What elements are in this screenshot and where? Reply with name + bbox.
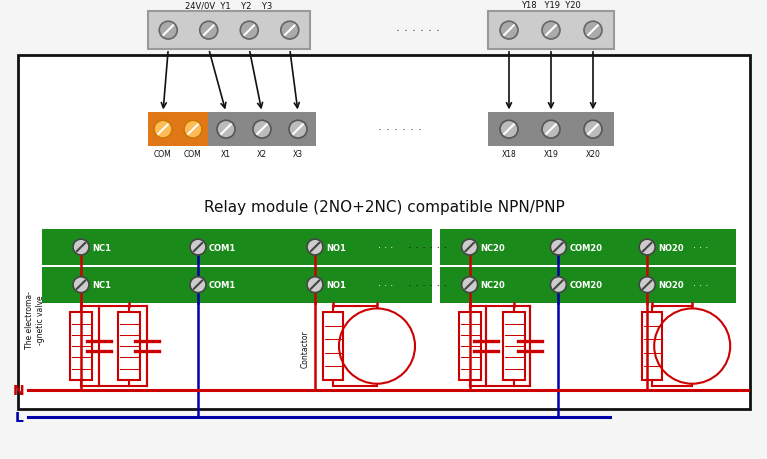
Text: 24V/0V  Y1    Y2    Y3: 24V/0V Y1 Y2 Y3 — [186, 1, 272, 10]
Circle shape — [542, 121, 560, 139]
Circle shape — [639, 240, 655, 255]
Bar — [208, 113, 316, 147]
Bar — [642, 313, 662, 380]
Circle shape — [184, 121, 202, 139]
Text: NO1: NO1 — [326, 280, 346, 290]
Circle shape — [500, 22, 518, 40]
Text: X1: X1 — [221, 150, 231, 159]
Text: X18: X18 — [502, 150, 516, 159]
Circle shape — [281, 22, 299, 40]
Text: · · ·: · · · — [693, 242, 708, 252]
Bar — [148, 12, 310, 50]
Circle shape — [584, 22, 602, 40]
Text: COM20: COM20 — [569, 280, 602, 290]
Text: COM1: COM1 — [209, 280, 236, 290]
Text: Contactor: Contactor — [301, 330, 310, 367]
Circle shape — [199, 22, 218, 40]
Text: COM20: COM20 — [569, 243, 602, 252]
Text: Y18   Y19  Y20: Y18 Y19 Y20 — [521, 1, 581, 10]
Text: N: N — [12, 383, 24, 397]
Bar — [488, 12, 614, 50]
Circle shape — [160, 22, 177, 40]
Bar — [70, 313, 92, 380]
Text: X3: X3 — [293, 150, 303, 159]
Bar — [459, 313, 481, 380]
Circle shape — [307, 240, 323, 255]
Bar — [118, 313, 140, 380]
Circle shape — [551, 240, 566, 255]
Text: X2: X2 — [257, 150, 267, 159]
Bar — [440, 267, 736, 303]
Circle shape — [462, 277, 478, 293]
Text: L: L — [15, 410, 24, 425]
Text: · · · · · ·: · · · · · · — [378, 123, 422, 136]
Text: X19: X19 — [544, 150, 558, 159]
Text: NO1: NO1 — [326, 243, 346, 252]
Bar — [488, 113, 614, 147]
Bar — [323, 313, 343, 380]
Circle shape — [73, 240, 89, 255]
Text: · · · · · ·: · · · · · · — [396, 25, 440, 38]
Circle shape — [154, 121, 172, 139]
Bar — [148, 113, 208, 147]
Text: The electroma-
-gnetic valve: The electroma- -gnetic valve — [25, 291, 44, 348]
Text: NC20: NC20 — [481, 243, 505, 252]
Text: · · ·: · · · — [377, 242, 393, 252]
Text: NO20: NO20 — [658, 280, 684, 290]
Text: NC20: NC20 — [481, 280, 505, 290]
Circle shape — [217, 121, 235, 139]
Bar — [42, 267, 432, 303]
Bar — [440, 230, 736, 265]
Circle shape — [190, 240, 206, 255]
Circle shape — [190, 277, 206, 293]
Text: NO20: NO20 — [658, 243, 684, 252]
Circle shape — [584, 121, 602, 139]
Circle shape — [462, 240, 478, 255]
Circle shape — [73, 277, 89, 293]
Circle shape — [253, 121, 271, 139]
Text: COM: COM — [154, 150, 172, 159]
Text: NC1: NC1 — [92, 243, 111, 252]
Bar — [502, 313, 525, 380]
Text: X20: X20 — [585, 150, 601, 159]
Text: NC1: NC1 — [92, 280, 111, 290]
Text: Relay module (2NO+2NC) compatible NPN/PNP: Relay module (2NO+2NC) compatible NPN/PN… — [203, 200, 565, 214]
Circle shape — [240, 22, 258, 40]
Circle shape — [289, 121, 307, 139]
Circle shape — [542, 22, 560, 40]
Text: COM1: COM1 — [209, 243, 236, 252]
Circle shape — [500, 121, 518, 139]
Text: · · · · · ·: · · · · · · — [408, 242, 448, 252]
Circle shape — [639, 277, 655, 293]
Circle shape — [307, 277, 323, 293]
Text: · · · · · ·: · · · · · · — [408, 280, 448, 290]
Text: · · ·: · · · — [377, 280, 393, 290]
Circle shape — [551, 277, 566, 293]
Text: COM: COM — [184, 150, 202, 159]
Text: · · ·: · · · — [693, 280, 708, 290]
Bar — [42, 230, 432, 265]
Bar — [18, 56, 750, 409]
